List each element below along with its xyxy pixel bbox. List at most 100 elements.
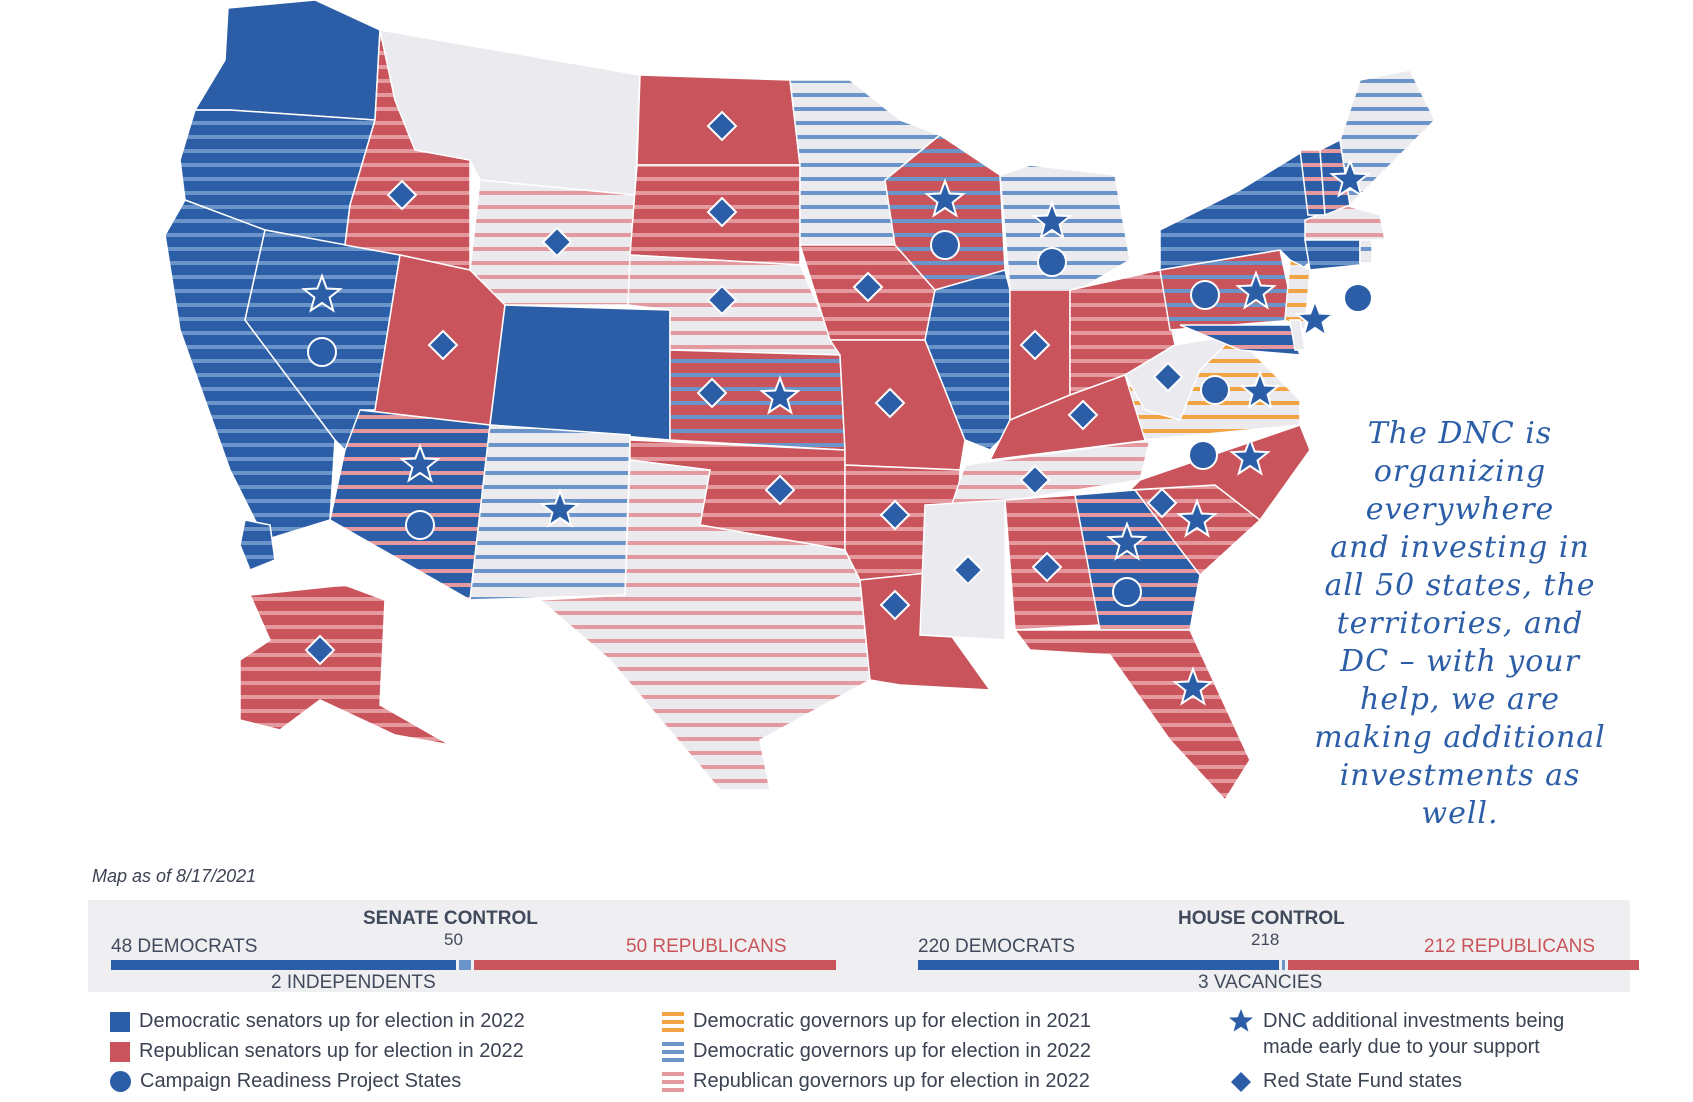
state-ak <box>239 584 451 746</box>
house-rep-bar <box>1288 960 1640 970</box>
star-icon <box>1239 370 1281 410</box>
circle-icon <box>1188 440 1218 470</box>
red-square-icon <box>110 1041 130 1062</box>
state-wa <box>193 0 381 121</box>
legend-dem-gov-2022: Democratic governors up for election in … <box>662 1040 1091 1063</box>
senate-majority-label: 50 <box>444 930 463 949</box>
star-icon <box>1235 270 1277 310</box>
house-rep-label: 212 REPUBLICANS <box>1424 936 1596 957</box>
legend-dnc-investments-line2: made early due to your support <box>1263 1036 1540 1058</box>
annotation-line: everywhere <box>1365 492 1555 527</box>
annotation-line: all 50 states, the <box>1324 568 1596 603</box>
state-md <box>1179 324 1302 356</box>
senate-ind-bar <box>459 960 471 970</box>
diamond-icon <box>1019 464 1051 496</box>
state-de <box>1289 319 1306 351</box>
state-me <box>1339 69 1436 207</box>
diamond-icon <box>1019 329 1051 361</box>
map-date: Map as of 8/17/2021 <box>92 866 257 886</box>
legend-red-state-fund: Red State Fund states <box>1230 1070 1462 1093</box>
legend-campaign-readiness: Campaign Readiness Project States <box>110 1070 461 1093</box>
star-icon <box>1106 521 1148 561</box>
dnc-annotation: The DNC is organizing everywhere and invest… <box>1270 415 1650 833</box>
diamond-icon <box>706 196 738 228</box>
circle-icon <box>1200 375 1230 405</box>
pink-stripes-icon <box>662 1071 684 1092</box>
senate-dem-label: 48 DEMOCRATS <box>111 936 258 957</box>
legend-dem-senators-label: Democratic senators up for election in 2… <box>139 1010 525 1032</box>
diamond-icon <box>706 110 738 142</box>
star-icon <box>539 488 581 528</box>
star-icon <box>1229 1009 1253 1032</box>
annotation-line: help, we are <box>1360 682 1560 717</box>
star-icon <box>301 273 343 313</box>
state-mi <box>999 164 1131 296</box>
legend-rep-senators: Republican senators up for election in 2… <box>110 1040 524 1063</box>
circle-icon <box>307 337 337 367</box>
legend-dem-gov-2022-label: Democratic governors up for election in … <box>693 1040 1091 1062</box>
diamond-icon <box>874 387 906 419</box>
annotation-line: organizing <box>1373 454 1547 489</box>
diamond-icon <box>706 284 738 316</box>
state-ks <box>669 349 846 451</box>
circle-icon <box>1190 280 1220 310</box>
state-ga <box>1074 489 1201 631</box>
diamond-icon <box>1067 399 1099 431</box>
house-majority-label: 218 <box>1251 930 1280 949</box>
congress-control-panel: SENATE CONTROL 48 DEMOCRATS 50 50 REPUBL… <box>88 900 1640 993</box>
legend-rep-senators-label: Republican senators up for election in 2… <box>139 1040 524 1062</box>
state-co <box>489 304 671 441</box>
state-fl <box>1013 629 1251 802</box>
diamond-icon <box>764 474 796 506</box>
legend: Democratic senators up for election in 2… <box>0 1008 1693 1102</box>
senate-rep-bar <box>473 960 836 970</box>
legend-red-state-fund-label: Red State Fund states <box>1263 1070 1463 1092</box>
diamond-icon <box>696 377 728 409</box>
senate-ind-label: 2 INDEPENDENTS <box>271 972 436 993</box>
circle-icon <box>1037 247 1067 277</box>
house-dem-label: 220 DEMOCRATS <box>918 936 1075 957</box>
legend-dem-gov-2021-label: Democratic governors up for election in … <box>693 1010 1091 1032</box>
us-map <box>164 0 1436 802</box>
diamond-icon <box>879 589 911 621</box>
annotation-line: DC – with your <box>1340 644 1580 679</box>
state-az <box>329 409 491 602</box>
annotation-line: The DNC is <box>1367 416 1553 451</box>
circle-icon <box>1112 577 1142 607</box>
legend-dnc-investments: DNC additional investments being made ea… <box>1228 1008 1564 1060</box>
blue-square-icon <box>110 1011 130 1032</box>
state-nm <box>469 424 631 601</box>
diamond-icon <box>304 634 336 666</box>
legend-campaign-readiness-label: Campaign Readiness Project States <box>140 1070 462 1092</box>
annotation-line: investments as <box>1339 758 1581 793</box>
annotation-line: making additional <box>1314 720 1606 755</box>
annotation-line: well. <box>1421 796 1499 831</box>
legend-dem-senators: Democratic senators up for election in 2… <box>110 1010 525 1033</box>
diamond-icon <box>1231 1071 1251 1092</box>
diamond-icon <box>541 226 573 258</box>
star-icon <box>924 178 966 218</box>
star-icon <box>1176 498 1218 538</box>
state-ny <box>1159 148 1321 271</box>
star-icon <box>1229 436 1271 476</box>
circle-icon <box>405 510 435 540</box>
legend-rep-gov-2022: Republican governors up for election in … <box>662 1070 1090 1093</box>
state-hi <box>239 519 276 571</box>
diamond-icon <box>1146 487 1178 519</box>
house-control-title: HOUSE CONTROL <box>1178 908 1345 929</box>
orange-stripes-icon <box>662 1011 684 1032</box>
state-tx <box>538 459 871 791</box>
star-icon <box>1031 200 1073 240</box>
star-icon <box>1329 158 1371 198</box>
house-dem-bar <box>918 960 1280 970</box>
diamond-icon <box>852 271 884 303</box>
annotation-line: territories, and <box>1336 606 1584 641</box>
circle-icon <box>110 1071 131 1092</box>
legend-rep-gov-2022-label: Republican governors up for election in … <box>693 1070 1090 1092</box>
star-icon <box>399 443 441 483</box>
diamond-icon <box>1152 361 1184 393</box>
house-vac-bar <box>1282 960 1286 970</box>
senate-control-title: SENATE CONTROL <box>363 908 538 929</box>
senate-rep-label: 50 REPUBLICANS <box>626 936 787 957</box>
blue-stripes-icon <box>662 1041 684 1062</box>
